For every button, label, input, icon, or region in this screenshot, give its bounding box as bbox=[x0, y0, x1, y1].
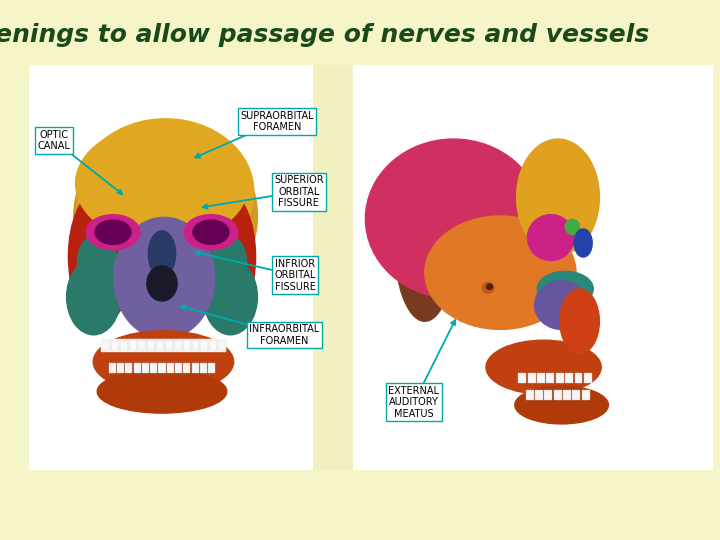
Bar bbox=[582, 390, 590, 400]
Bar bbox=[183, 363, 191, 373]
Ellipse shape bbox=[575, 229, 592, 257]
Ellipse shape bbox=[516, 139, 599, 255]
Ellipse shape bbox=[148, 231, 176, 276]
Bar bbox=[546, 373, 554, 383]
Bar bbox=[200, 340, 208, 351]
Bar bbox=[134, 363, 141, 373]
Ellipse shape bbox=[487, 284, 492, 289]
Ellipse shape bbox=[76, 124, 248, 243]
Bar bbox=[518, 373, 526, 383]
Ellipse shape bbox=[147, 266, 177, 301]
Bar bbox=[183, 340, 191, 351]
Ellipse shape bbox=[482, 282, 494, 293]
Ellipse shape bbox=[184, 214, 238, 249]
Bar bbox=[111, 340, 119, 351]
Bar bbox=[150, 363, 158, 373]
Text: SUPERIOR
ORBITAL
FISSURE: SUPERIOR ORBITAL FISSURE bbox=[274, 175, 323, 208]
Ellipse shape bbox=[537, 271, 593, 306]
Bar bbox=[572, 390, 580, 400]
Bar bbox=[125, 363, 132, 373]
Ellipse shape bbox=[95, 220, 131, 244]
Bar bbox=[129, 340, 137, 351]
Ellipse shape bbox=[534, 281, 588, 329]
Ellipse shape bbox=[394, 159, 455, 321]
Ellipse shape bbox=[67, 259, 121, 335]
Ellipse shape bbox=[86, 214, 140, 249]
Bar bbox=[218, 340, 226, 351]
Ellipse shape bbox=[207, 235, 246, 289]
Bar bbox=[102, 340, 110, 351]
Ellipse shape bbox=[78, 119, 254, 265]
Bar bbox=[117, 363, 125, 373]
Bar bbox=[575, 373, 582, 383]
Bar bbox=[535, 390, 543, 400]
FancyBboxPatch shape bbox=[29, 65, 713, 470]
Ellipse shape bbox=[73, 126, 258, 306]
Text: SUPRAORBITAL
FORAMEN: SUPRAORBITAL FORAMEN bbox=[240, 111, 314, 132]
Bar bbox=[565, 373, 573, 383]
Ellipse shape bbox=[565, 219, 580, 234]
Text: OPTIC
CANAL: OPTIC CANAL bbox=[37, 130, 71, 151]
Text: EXTERNAL
AUDITORY
MEATUS: EXTERNAL AUDITORY MEATUS bbox=[389, 386, 439, 419]
Ellipse shape bbox=[475, 279, 497, 299]
Text: Openings to allow passage of nerves and vessels: Openings to allow passage of nerves and … bbox=[0, 23, 649, 47]
Ellipse shape bbox=[114, 217, 215, 339]
Ellipse shape bbox=[527, 214, 575, 260]
Ellipse shape bbox=[204, 259, 258, 335]
Text: INFRAORBITAL
FORAMEN: INFRAORBITAL FORAMEN bbox=[249, 324, 320, 346]
Ellipse shape bbox=[191, 189, 256, 324]
Bar bbox=[192, 340, 199, 351]
Bar bbox=[156, 340, 163, 351]
Ellipse shape bbox=[365, 139, 541, 298]
Bar bbox=[208, 363, 215, 373]
Ellipse shape bbox=[78, 235, 117, 289]
Bar bbox=[200, 363, 207, 373]
Bar bbox=[142, 363, 149, 373]
Ellipse shape bbox=[486, 340, 601, 394]
Bar bbox=[556, 373, 564, 383]
Ellipse shape bbox=[97, 370, 227, 413]
Bar bbox=[158, 363, 166, 373]
Bar bbox=[192, 363, 199, 373]
Bar bbox=[584, 373, 592, 383]
Bar bbox=[526, 390, 534, 400]
Text: INFRIOR
ORBITAL
FISSURE: INFRIOR ORBITAL FISSURE bbox=[274, 259, 316, 292]
Bar bbox=[167, 363, 174, 373]
Bar bbox=[537, 373, 545, 383]
Bar bbox=[528, 373, 536, 383]
Ellipse shape bbox=[515, 386, 608, 424]
Bar bbox=[174, 340, 181, 351]
Ellipse shape bbox=[560, 289, 599, 354]
Bar bbox=[147, 340, 155, 351]
Bar bbox=[544, 390, 552, 400]
Bar bbox=[175, 363, 182, 373]
Ellipse shape bbox=[68, 189, 133, 324]
Bar bbox=[138, 340, 146, 351]
Bar bbox=[554, 390, 562, 400]
FancyBboxPatch shape bbox=[313, 65, 353, 470]
Bar bbox=[210, 340, 217, 351]
Ellipse shape bbox=[193, 220, 229, 244]
Bar bbox=[120, 340, 128, 351]
Bar bbox=[165, 340, 173, 351]
Bar bbox=[109, 363, 116, 373]
Bar bbox=[101, 339, 225, 351]
Ellipse shape bbox=[425, 216, 576, 329]
Ellipse shape bbox=[94, 330, 233, 393]
Bar bbox=[563, 390, 571, 400]
